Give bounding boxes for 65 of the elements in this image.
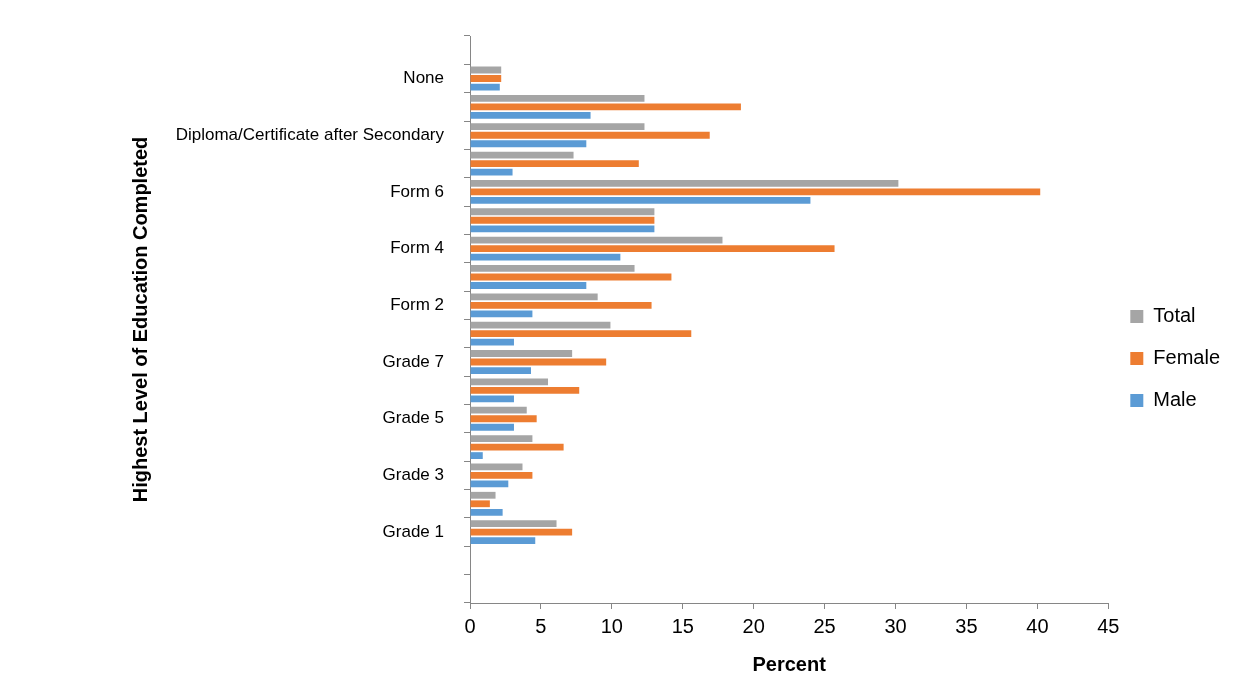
y-tick-label: Form 4 (390, 238, 444, 258)
bar (470, 338, 514, 346)
x-tick-label: 15 (671, 614, 694, 637)
legend-label: Total (1153, 304, 1196, 327)
bar (470, 265, 635, 272)
y-tick-label: Grade 3 (382, 465, 444, 485)
x-tick-label: 25 (813, 614, 836, 637)
y-tick-label: None (403, 68, 444, 88)
bar (470, 537, 536, 545)
y-tick-label: Form 2 (390, 295, 444, 315)
y-tick-label: Grade 1 (382, 521, 444, 541)
bar (470, 208, 655, 216)
bar (470, 103, 741, 111)
y-tick-label: Diploma/Certificate after Secondary (175, 124, 445, 144)
bar (470, 386, 580, 394)
legend-label: Female (1153, 346, 1221, 369)
bar (470, 350, 573, 357)
bar (470, 435, 533, 442)
bar (470, 395, 514, 403)
legend-label: Male (1153, 388, 1197, 411)
bar (470, 75, 502, 82)
bar (470, 245, 835, 253)
bar (470, 330, 692, 338)
bar (470, 452, 483, 459)
bar (470, 310, 533, 318)
bar (470, 293, 598, 301)
bar (470, 111, 591, 119)
bar (470, 491, 496, 499)
bar (470, 131, 710, 139)
bar (470, 367, 531, 374)
bar (470, 500, 490, 508)
x-tick-label: 45 (1097, 614, 1120, 637)
bar (470, 301, 652, 309)
x-tick-label: 10 (600, 614, 623, 637)
bar (470, 225, 655, 233)
bar (470, 236, 723, 244)
x-axis-title: Percent (752, 652, 827, 675)
x-tick-label: 35 (955, 614, 978, 637)
x-tick-label: 30 (884, 614, 907, 637)
x-tick-label: 20 (742, 614, 765, 637)
x-tick-label: 0 (464, 614, 476, 637)
bar (470, 423, 514, 431)
bar (470, 282, 587, 289)
bar (470, 253, 621, 261)
bar (470, 197, 811, 204)
y-tick-label: Grade 7 (382, 351, 444, 371)
bar (470, 406, 527, 414)
bar (470, 321, 611, 329)
y-axis-title: Highest Level of Education Completed (128, 136, 151, 503)
bar (470, 216, 655, 224)
bar (470, 378, 549, 386)
bar (470, 520, 557, 528)
x-tick-label: 40 (1026, 614, 1049, 637)
bar (470, 140, 587, 148)
bar (470, 160, 639, 167)
bar (470, 528, 573, 536)
bar (470, 472, 533, 479)
y-tick-label: Form 6 (390, 181, 444, 201)
x-tick-label: 5 (535, 614, 547, 637)
bar (470, 94, 645, 102)
bar (470, 415, 537, 423)
bar (470, 180, 899, 187)
y-tick-label: Grade 5 (382, 408, 444, 428)
bar (470, 508, 503, 516)
bar (470, 123, 645, 131)
